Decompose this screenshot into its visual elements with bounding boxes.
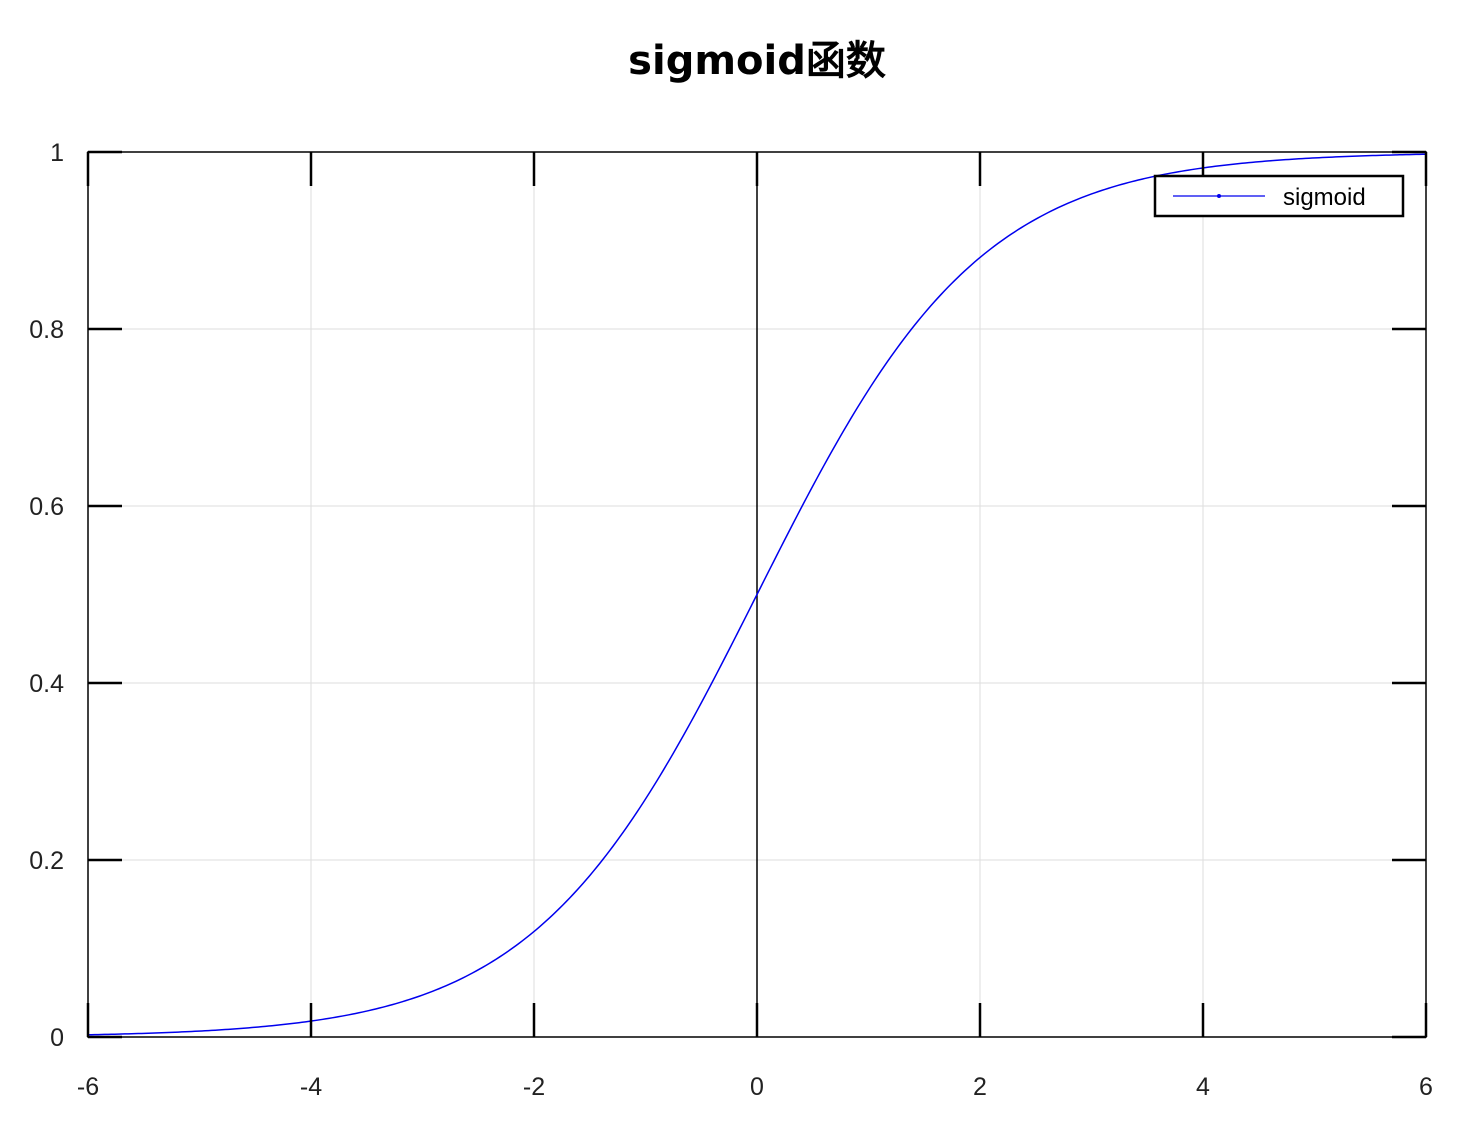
legend: sigmoid — [1153, 174, 1405, 218]
axis-ticks — [86, 150, 1428, 1039]
y-tick-label: 0.4 — [29, 670, 64, 698]
y-tick-label: 0 — [50, 1024, 64, 1052]
x-tick-label: 0 — [750, 1073, 764, 1101]
x-tick-label: 4 — [1196, 1073, 1210, 1101]
x-tick-label: -2 — [523, 1073, 545, 1101]
x-tick-label: -4 — [300, 1073, 322, 1101]
legend-marker — [1217, 194, 1221, 198]
x-tick-label: 6 — [1419, 1073, 1433, 1101]
y-tick-label: 1 — [50, 139, 64, 167]
legend-entry-label: sigmoid — [1283, 184, 1366, 211]
x-tick-label: -6 — [77, 1073, 99, 1101]
y-tick-label: 0.8 — [29, 316, 64, 344]
y-tick-label: 0.6 — [29, 493, 64, 521]
y-tick-label: 0.2 — [29, 847, 64, 875]
tick-labels: -6 -4 -2 0 2 4 6 0 0.2 0.4 0.6 0.8 1 — [29, 139, 1433, 1101]
x-tick-label: 2 — [973, 1073, 987, 1101]
chart-title: sigmoid函数 — [628, 38, 886, 84]
